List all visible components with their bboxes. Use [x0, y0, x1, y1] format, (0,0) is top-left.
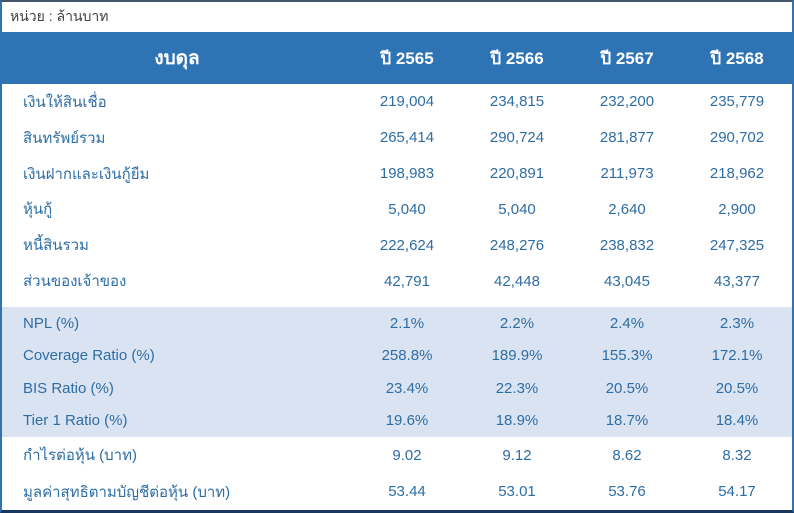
row-value: 53.01 [498, 483, 536, 501]
row-value: 53.44 [388, 483, 426, 501]
row-value: 281,877 [599, 129, 655, 147]
row-value: 54.17 [718, 483, 756, 501]
row-label: เงินให้สินเชื่อ [23, 93, 107, 111]
table-row: หุ้นกู้ 5,040 5,040 2,640 2,900 [2, 191, 792, 227]
row-value: 234,815 [489, 93, 545, 111]
year-column-header: ปี 2568 [710, 48, 764, 68]
row-label: เงินฝากและเงินกู้ยืม [23, 165, 150, 183]
table-title: งบดุล [154, 48, 200, 69]
row-value: 232,200 [599, 93, 655, 111]
row-value: 172.1% [711, 347, 763, 365]
row-value: 20.5% [715, 379, 759, 397]
row-value: 247,325 [709, 236, 765, 254]
row-value: 22.3% [495, 379, 539, 397]
row-value: 265,414 [379, 129, 435, 147]
row-value: 5,040 [498, 200, 536, 218]
row-value: 155.3% [601, 347, 653, 365]
row-label: สินทรัพย์รวม [23, 129, 106, 147]
row-value: 5,040 [388, 200, 426, 218]
row-value: 290,702 [709, 129, 765, 147]
row-value: 19.6% [385, 412, 429, 430]
row-value: 238,832 [599, 236, 655, 254]
row-label: กำไรต่อหุ้น (บาท) [23, 447, 137, 465]
row-value: 248,276 [489, 236, 545, 254]
table-row: เงินให้สินเชื่อ 219,004 234,815 232,200 … [2, 84, 792, 120]
section-ratios: NPL (%) 2.1% 2.2% 2.4% 2.3% Coverage Rat… [2, 307, 792, 437]
table-row: มูลค่าสุทธิตามบัญชีต่อหุ้น (บาท) 53.44 5… [2, 474, 792, 511]
row-value: 2,900 [718, 200, 756, 218]
row-value: 2.3% [719, 314, 755, 332]
section-balance-sheet: เงินให้สินเชื่อ 219,004 234,815 232,200 … [2, 84, 792, 299]
row-label: BIS Ratio (%) [23, 379, 114, 397]
row-value: 43,377 [714, 272, 760, 290]
table-header-row: งบดุล ปี 2565 ปี 2566 ปี 2567 ปี 2568 [2, 32, 792, 84]
row-value: 42,448 [494, 272, 540, 290]
year-column-header: ปี 2565 [380, 48, 434, 68]
row-value: 18.7% [605, 412, 649, 430]
table-row: กำไรต่อหุ้น (บาท) 9.02 9.12 8.62 8.32 [2, 437, 792, 474]
table-row: Tier 1 Ratio (%) 19.6% 18.9% 18.7% 18.4% [2, 405, 792, 438]
row-value: 18.9% [495, 412, 539, 430]
row-label: หุ้นกู้ [23, 201, 53, 219]
row-label: หนี้สินรวม [23, 237, 89, 255]
row-value: 189.9% [491, 347, 543, 365]
table-row: NPL (%) 2.1% 2.2% 2.4% 2.3% [2, 307, 792, 340]
row-value: 219,004 [379, 93, 435, 111]
unit-label: หน่วย : ล้านบาท [2, 2, 792, 32]
table-row: BIS Ratio (%) 23.4% 22.3% 20.5% 20.5% [2, 372, 792, 405]
year-column-header: ปี 2567 [600, 48, 654, 68]
year-column-header: ปี 2566 [490, 48, 544, 68]
row-label: Tier 1 Ratio (%) [23, 412, 128, 430]
row-value: 220,891 [489, 165, 545, 183]
row-value: 42,791 [384, 272, 430, 290]
table-row: สินทรัพย์รวม 265,414 290,724 281,877 290… [2, 120, 792, 156]
row-value: 235,779 [709, 93, 765, 111]
row-value: 53.76 [608, 483, 646, 501]
row-label: มูลค่าสุทธิตามบัญชีต่อหุ้น (บาท) [23, 483, 231, 501]
row-value: 9.02 [392, 446, 422, 464]
row-value: 290,724 [489, 129, 545, 147]
row-value: 2,640 [608, 200, 646, 218]
row-value: 198,983 [379, 165, 435, 183]
row-value: 18.4% [715, 412, 759, 430]
table-row: ส่วนของเจ้าของ 42,791 42,448 43,045 43,3… [2, 263, 792, 299]
row-value: 20.5% [605, 379, 649, 397]
section-divider [2, 299, 792, 307]
row-value: 2.1% [389, 314, 425, 332]
row-value: 43,045 [604, 272, 650, 290]
row-label: ส่วนของเจ้าของ [23, 273, 127, 291]
row-value: 8.32 [722, 446, 752, 464]
row-value: 258.8% [381, 347, 433, 365]
row-value: 2.2% [499, 314, 535, 332]
row-label: Coverage Ratio (%) [23, 347, 155, 365]
section-per-share: กำไรต่อหุ้น (บาท) 9.02 9.12 8.62 8.32 มู… [2, 437, 792, 510]
table-row: เงินฝากและเงินกู้ยืม 198,983 220,891 211… [2, 156, 792, 192]
row-value: 23.4% [385, 379, 429, 397]
row-value: 8.62 [612, 446, 642, 464]
row-value: 9.12 [502, 446, 532, 464]
table-row: Coverage Ratio (%) 258.8% 189.9% 155.3% … [2, 340, 792, 373]
row-label: NPL (%) [23, 314, 80, 332]
row-value: 211,973 [600, 165, 654, 183]
row-value: 2.4% [609, 314, 645, 332]
table-row: หนี้สินรวม 222,624 248,276 238,832 247,3… [2, 227, 792, 263]
row-value: 222,624 [379, 236, 435, 254]
row-value: 218,962 [709, 165, 765, 183]
